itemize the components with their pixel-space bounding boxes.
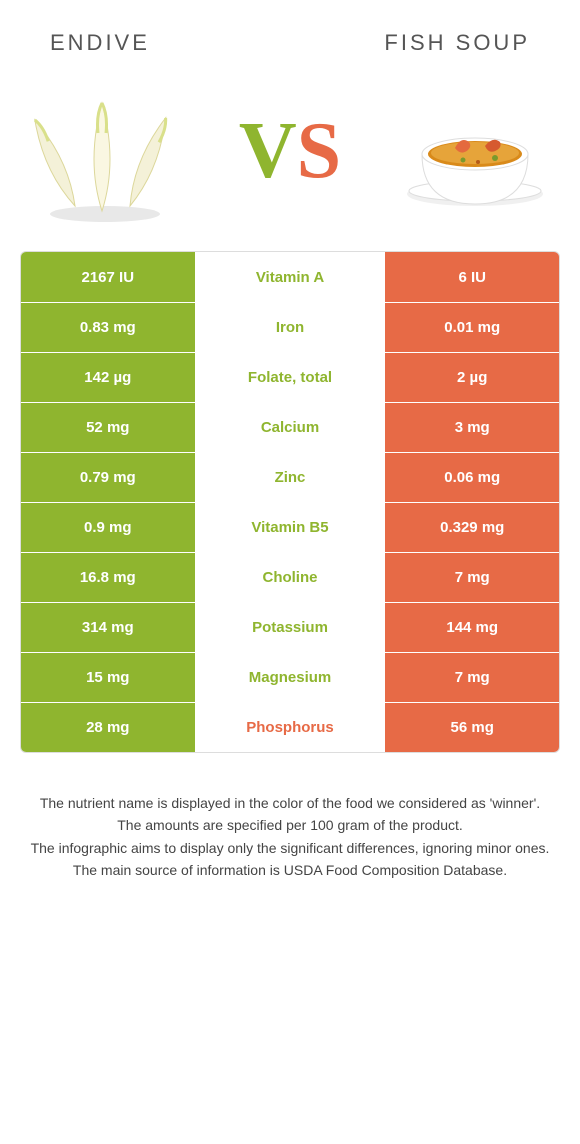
- value-right: 2 µg: [385, 353, 559, 402]
- value-right: 7 mg: [385, 553, 559, 602]
- value-right: 0.329 mg: [385, 503, 559, 552]
- nutrient-row: 0.79 mgZinc0.06 mg: [21, 452, 559, 502]
- value-right: 7 mg: [385, 653, 559, 702]
- nutrient-name: Phosphorus: [195, 703, 386, 752]
- nutrient-row: 16.8 mgCholine7 mg: [21, 552, 559, 602]
- title-left: Endive: [50, 30, 150, 56]
- nutrient-row: 0.83 mgIron0.01 mg: [21, 302, 559, 352]
- nutrient-name: Iron: [195, 303, 386, 352]
- value-left: 314 mg: [21, 603, 195, 652]
- nutrient-row: 142 µgFolate, total2 µg: [21, 352, 559, 402]
- vs-v: V: [239, 107, 297, 195]
- nutrient-name: Magnesium: [195, 653, 386, 702]
- footnote-line: The nutrient name is displayed in the co…: [30, 793, 550, 813]
- value-left: 2167 IU: [21, 252, 195, 302]
- footnote-line: The infographic aims to display only the…: [30, 838, 550, 858]
- value-left: 16.8 mg: [21, 553, 195, 602]
- nutrient-table: 2167 IUVitamin A6 IU0.83 mgIron0.01 mg14…: [20, 251, 560, 753]
- value-right: 0.01 mg: [385, 303, 559, 352]
- vs-label: VS: [239, 106, 341, 197]
- nutrient-name: Vitamin A: [195, 252, 386, 302]
- value-right: 6 IU: [385, 252, 559, 302]
- value-right: 0.06 mg: [385, 453, 559, 502]
- value-right: 56 mg: [385, 703, 559, 752]
- value-left: 15 mg: [21, 653, 195, 702]
- value-left: 0.83 mg: [21, 303, 195, 352]
- value-left: 52 mg: [21, 403, 195, 452]
- footnotes: The nutrient name is displayed in the co…: [30, 793, 550, 880]
- nutrient-row: 28 mgPhosphorus56 mg: [21, 702, 559, 752]
- fish-soup-image: [400, 76, 550, 226]
- footnote-line: The main source of information is USDA F…: [30, 860, 550, 880]
- value-right: 144 mg: [385, 603, 559, 652]
- nutrient-name: Calcium: [195, 403, 386, 452]
- nutrient-name: Folate, total: [195, 353, 386, 402]
- title-right: Fish soup: [384, 30, 530, 56]
- nutrient-name: Zinc: [195, 453, 386, 502]
- nutrient-row: 0.9 mgVitamin B50.329 mg: [21, 502, 559, 552]
- value-left: 0.79 mg: [21, 453, 195, 502]
- nutrient-row: 15 mgMagnesium7 mg: [21, 652, 559, 702]
- nutrient-name: Choline: [195, 553, 386, 602]
- value-left: 28 mg: [21, 703, 195, 752]
- nutrient-name: Potassium: [195, 603, 386, 652]
- value-left: 142 µg: [21, 353, 195, 402]
- value-right: 3 mg: [385, 403, 559, 452]
- nutrient-row: 314 mgPotassium144 mg: [21, 602, 559, 652]
- footnote-line: The amounts are specified per 100 gram o…: [30, 815, 550, 835]
- endive-image: [30, 76, 180, 226]
- nutrient-row: 2167 IUVitamin A6 IU: [21, 252, 559, 302]
- nutrient-name: Vitamin B5: [195, 503, 386, 552]
- header: Endive Fish soup: [0, 0, 580, 66]
- value-left: 0.9 mg: [21, 503, 195, 552]
- images-row: VS: [0, 66, 580, 251]
- nutrient-row: 52 mgCalcium3 mg: [21, 402, 559, 452]
- vs-s: S: [297, 107, 342, 195]
